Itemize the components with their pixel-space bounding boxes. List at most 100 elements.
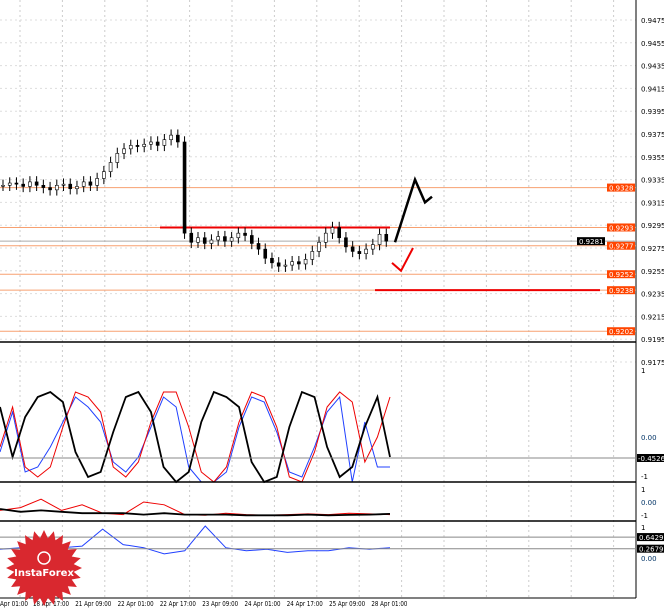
price-tick: 0.9175 bbox=[641, 359, 664, 367]
price-tick: 0.9455 bbox=[641, 40, 664, 48]
candle bbox=[310, 251, 315, 260]
candle bbox=[75, 186, 79, 190]
price-level-label: 0.9202 bbox=[609, 328, 634, 336]
indicator1-blue-line bbox=[0, 395, 390, 483]
indicator1-value: -0.4526 bbox=[638, 455, 664, 463]
indicator2-tick: 1 bbox=[641, 486, 645, 494]
price-level-label: 0.9252 bbox=[609, 271, 634, 279]
candle bbox=[202, 237, 207, 244]
price-tick: 0.9275 bbox=[641, 245, 664, 253]
price-level-badge bbox=[607, 286, 635, 295]
candle bbox=[216, 236, 220, 241]
price-level-badge bbox=[607, 183, 635, 192]
candle bbox=[68, 183, 73, 190]
candle bbox=[88, 181, 93, 186]
candle bbox=[128, 145, 133, 150]
candle bbox=[229, 237, 234, 242]
candle bbox=[48, 187, 52, 191]
price-tick: 0.9435 bbox=[641, 63, 664, 71]
indicator1-tick: 0.00 bbox=[641, 434, 657, 442]
candle bbox=[377, 234, 382, 245]
candle bbox=[323, 232, 328, 243]
time-label: Apr 01:00 bbox=[0, 600, 28, 608]
price-level-badge bbox=[607, 270, 635, 279]
candle bbox=[182, 141, 187, 234]
indicator1-tick: -1 bbox=[641, 473, 648, 481]
time-label: 28 Apr 01:00 bbox=[371, 600, 407, 608]
candle bbox=[357, 251, 362, 254]
candle bbox=[41, 185, 46, 188]
candle bbox=[337, 227, 342, 239]
candle bbox=[81, 181, 86, 187]
candle bbox=[54, 185, 59, 191]
candle bbox=[364, 248, 368, 254]
candle bbox=[263, 248, 268, 259]
indicator3-level-badge bbox=[637, 533, 664, 542]
candle bbox=[384, 234, 389, 242]
price-tick: 0.9415 bbox=[641, 85, 664, 93]
price-tick: 0.9395 bbox=[641, 108, 664, 116]
candle bbox=[283, 264, 288, 267]
candle bbox=[249, 235, 254, 244]
candle bbox=[7, 182, 12, 186]
time-label: 24 Apr 17:00 bbox=[287, 600, 323, 608]
candle bbox=[350, 246, 355, 252]
candle bbox=[189, 232, 194, 243]
candle bbox=[236, 232, 241, 239]
indicator3-level-label: 0.2679 bbox=[639, 546, 664, 554]
candle bbox=[102, 171, 106, 179]
candle bbox=[223, 236, 227, 242]
candle bbox=[270, 257, 274, 264]
price-level-label: 0.9238 bbox=[609, 287, 634, 295]
instaforex-logo: InstaForex bbox=[4, 528, 84, 608]
forecast-arrow-red bbox=[391, 247, 414, 273]
time-label: 18 Apr 17:00 bbox=[33, 600, 69, 608]
candle bbox=[122, 148, 126, 154]
price-level-badge bbox=[607, 327, 635, 336]
candle bbox=[115, 153, 120, 163]
candle bbox=[1, 185, 5, 187]
price-tick: 0.9255 bbox=[641, 268, 664, 276]
indicator2-tick: 0.00 bbox=[641, 499, 657, 507]
indicator3-level-badge bbox=[637, 544, 664, 553]
current-price-label: 0.9281 bbox=[579, 238, 604, 246]
indicator3-tick: 1 bbox=[641, 524, 645, 532]
candle bbox=[290, 261, 294, 266]
price-tick: 0.9195 bbox=[641, 336, 664, 344]
indicator1-red-line bbox=[0, 391, 391, 483]
candle bbox=[209, 239, 214, 244]
time-label: 21 Apr 09:00 bbox=[75, 600, 111, 608]
candle bbox=[344, 237, 348, 248]
candle bbox=[330, 227, 335, 234]
candle bbox=[108, 162, 113, 172]
indicator2-tick: -1 bbox=[641, 512, 648, 520]
candle bbox=[317, 242, 321, 252]
forecast-arrow-black bbox=[393, 176, 433, 243]
indicator3-level-label: 0.6429 bbox=[639, 534, 664, 542]
candle bbox=[61, 183, 66, 186]
candle bbox=[142, 143, 147, 147]
price-tick: 0.9375 bbox=[641, 131, 664, 139]
candle bbox=[276, 262, 281, 267]
price-tick: 0.9475 bbox=[641, 17, 664, 25]
price-tick: 0.9215 bbox=[641, 313, 664, 321]
price-level-label: 0.9328 bbox=[609, 185, 634, 193]
time-label: 22 Apr 01:00 bbox=[118, 600, 154, 608]
indicator2-red-line bbox=[0, 498, 391, 516]
candle bbox=[135, 145, 140, 147]
candle bbox=[169, 134, 173, 140]
logo-star-icon: InstaForex bbox=[6, 530, 82, 606]
price-level-badge bbox=[607, 223, 635, 232]
price-level-label: 0.9277 bbox=[609, 243, 634, 251]
candle bbox=[155, 141, 160, 146]
candle bbox=[243, 232, 247, 236]
price-level-badge bbox=[607, 241, 635, 250]
candle bbox=[256, 243, 261, 250]
candle bbox=[14, 182, 19, 185]
candle bbox=[21, 183, 25, 187]
price-tick: 0.9355 bbox=[641, 154, 664, 162]
candle bbox=[371, 244, 375, 250]
candle bbox=[34, 181, 39, 186]
